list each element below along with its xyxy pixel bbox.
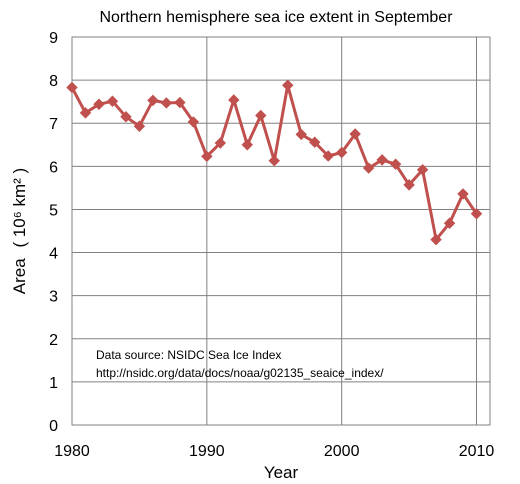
data-point <box>295 128 307 141</box>
data-point <box>349 128 361 140</box>
x-tick-label: 2000 <box>324 443 360 460</box>
data-point <box>241 139 253 151</box>
data-source-note: Data source: NSIDC Sea Ice Index http://… <box>96 348 384 380</box>
data-point <box>93 98 105 110</box>
data-point <box>416 164 429 176</box>
data-point <box>66 81 78 94</box>
data-point <box>457 188 469 200</box>
y-axis-label-unit: ( 10⁶ km² ) <box>10 168 29 248</box>
y-tick-label: 1 <box>49 375 58 392</box>
data-point <box>403 179 415 191</box>
y-tick-label: 0 <box>49 418 58 435</box>
data-point <box>133 120 146 132</box>
data-point <box>201 150 213 163</box>
data-point <box>160 97 173 109</box>
data-point <box>228 94 240 106</box>
data-point <box>470 208 483 220</box>
data-point <box>79 107 92 119</box>
data-point <box>322 150 334 162</box>
plot-area-frame <box>71 36 491 426</box>
y-tick-label: 6 <box>49 159 58 176</box>
data-point <box>335 146 348 159</box>
x-tick-label: 1990 <box>189 443 225 460</box>
data-point <box>106 95 119 107</box>
data-point <box>268 155 280 167</box>
data-point <box>309 136 321 148</box>
y-axis-label-name: Area <box>10 258 29 294</box>
data-point <box>214 137 227 149</box>
data-point <box>443 217 456 229</box>
x-tick-label: 1980 <box>54 443 90 460</box>
y-tick-label: 2 <box>49 332 58 349</box>
y-tick-label: 9 <box>49 30 58 47</box>
series-sea-ice-extent <box>66 79 483 246</box>
y-tick-label: 8 <box>49 73 58 90</box>
x-axis-label: Year <box>264 463 299 482</box>
y-axis-label: Area ( 10⁶ km² ) <box>10 168 29 294</box>
x-tick-label: 2010 <box>459 443 495 460</box>
y-tick-labels: 0 1 2 3 4 5 6 7 8 9 <box>49 30 58 435</box>
data-point <box>255 109 267 122</box>
data-point <box>389 158 402 170</box>
data-point <box>376 154 388 166</box>
y-tick-label: 7 <box>49 116 58 133</box>
data-source-line-1: Data source: NSIDC Sea Ice Index <box>96 348 281 362</box>
data-point <box>187 116 200 128</box>
y-tick-label: 4 <box>49 246 58 263</box>
data-point <box>174 96 186 109</box>
x-tick-labels: 1980 1990 2000 2010 <box>54 443 494 460</box>
data-point <box>282 79 294 91</box>
chart-title: Northern hemisphere sea ice extent in Se… <box>99 9 453 26</box>
y-tick-label: 3 <box>49 289 58 306</box>
y-tick-label: 5 <box>49 202 58 219</box>
data-source-line-2: http://nsidc.org/data/docs/noaa/g02135_s… <box>96 366 384 380</box>
data-point <box>120 111 132 123</box>
data-point <box>430 233 442 246</box>
data-point <box>147 94 159 107</box>
data-point <box>362 162 375 174</box>
